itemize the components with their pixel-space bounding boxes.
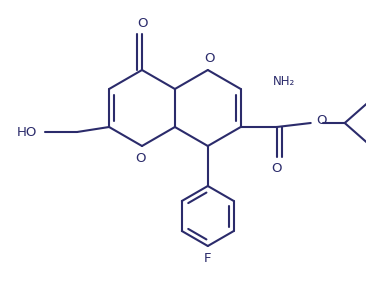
Text: NH₂: NH₂ xyxy=(273,75,295,88)
Text: O: O xyxy=(272,162,282,175)
Text: O: O xyxy=(205,52,215,65)
Text: HO: HO xyxy=(17,126,37,139)
Text: F: F xyxy=(204,252,212,265)
Text: O: O xyxy=(317,113,327,126)
Text: O: O xyxy=(137,17,147,30)
Text: O: O xyxy=(135,152,145,165)
